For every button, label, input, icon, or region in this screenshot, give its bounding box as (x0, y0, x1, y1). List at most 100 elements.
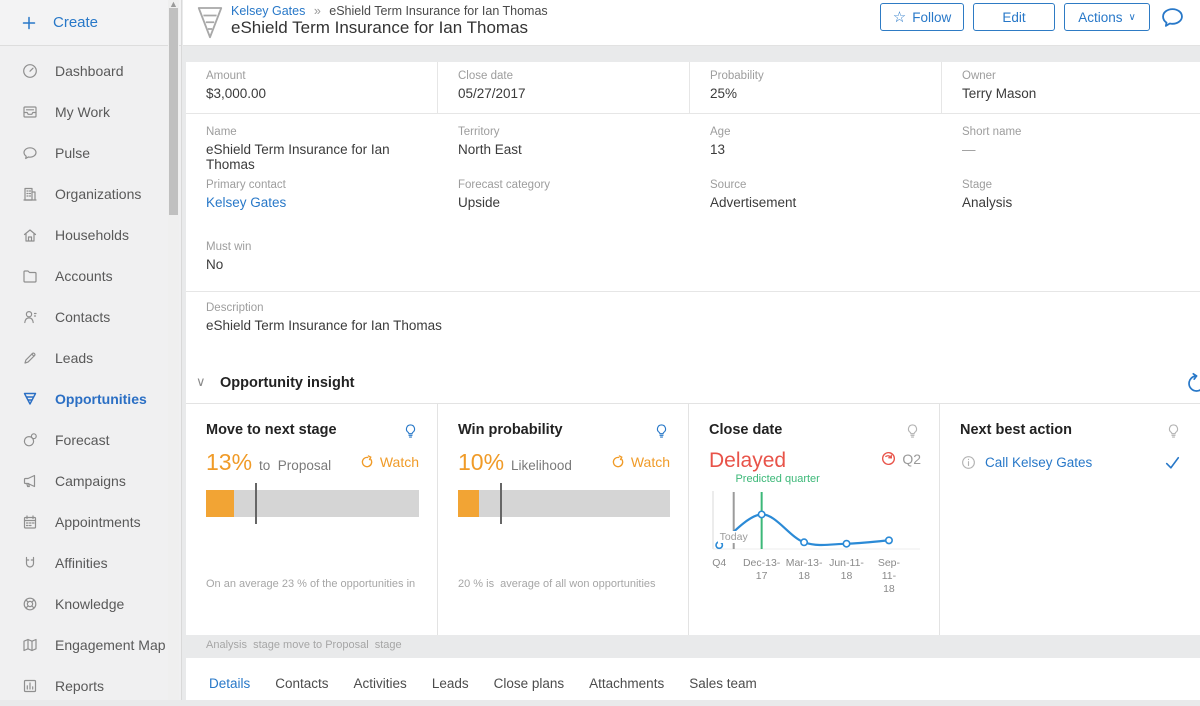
scroll-up-icon[interactable]: ▲ (169, 0, 178, 9)
tab-contacts[interactable]: Contacts (275, 675, 329, 691)
watch-button[interactable]: Watch (610, 454, 670, 470)
map-icon (20, 636, 40, 654)
sidebar-item-label: Accounts (55, 267, 113, 284)
follow-button[interactable]: ☆ Follow (880, 3, 964, 31)
sidebar-item-label: Pulse (55, 144, 91, 161)
today-label: Today (717, 531, 750, 543)
close-date-chart-area: Predicted quarter Today Q4 Dec-13- 17 Mar-… (709, 473, 921, 595)
field-label: Probability (710, 70, 764, 82)
field-value: eShield Term Insurance for Ian Thomas (206, 318, 442, 333)
scrollbar-thumb[interactable] (169, 8, 178, 215)
stage-note: On an average 23 % of the opportunities … (206, 577, 416, 651)
card-close-date: Close date Delayed Q2 Predicted quarter … (689, 404, 940, 635)
sidebar-item-label: Engagement Map (55, 636, 166, 653)
sidebar-scrollbar[interactable]: ▲ (168, 0, 179, 700)
chart-tick: Q4 (712, 557, 727, 569)
collapse-chevron-icon[interactable]: ∨ (196, 374, 206, 389)
field-label: Age (710, 126, 731, 138)
sidebar-item-opportunities[interactable]: Opportunities (0, 378, 181, 419)
speech-bubble-icon[interactable] (1159, 4, 1186, 31)
win-progress (458, 483, 670, 524)
sidebar-item-affinities[interactable]: Affinities (0, 542, 181, 583)
check-icon[interactable] (1163, 453, 1182, 472)
field-name: Name eShield Term Insurance for Ian Thom… (186, 118, 438, 172)
sidebar-item-appointments[interactable]: Appointments (0, 501, 181, 542)
watch-button[interactable]: Watch (359, 454, 419, 470)
stage-percentage: 13% (206, 449, 253, 475)
sidebar-item-knowledge[interactable]: Knowledge (0, 583, 181, 624)
sidebar-item-label: Affinities (55, 554, 108, 571)
lightbulb-icon[interactable] (653, 422, 670, 440)
sidebar-item-label: Appointments (55, 513, 141, 530)
sidebar-item-label: Organizations (55, 185, 142, 202)
sidebar-nav: Dashboard My Work Pulse Organizations Ho… (0, 46, 181, 706)
sidebar-item-leads[interactable]: Leads (0, 337, 181, 378)
sidebar-item-organizations[interactable]: Organizations (0, 173, 181, 214)
sidebar-item-households[interactable]: Households (0, 214, 181, 255)
tab-activities[interactable]: Activities (353, 675, 407, 691)
sidebar-item-label: Campaigns (55, 472, 126, 489)
tab-details[interactable]: Details (209, 675, 251, 691)
tab-leads[interactable]: Leads (431, 675, 469, 691)
info-icon[interactable] (960, 454, 977, 471)
breadcrumb-parent-link[interactable]: Kelsey Gates (231, 4, 306, 18)
sidebar-item-dashboard[interactable]: Dashboard (0, 50, 181, 91)
field-close-date: Close date 05/27/2017 (438, 62, 690, 113)
lightbulb-icon[interactable] (904, 422, 921, 440)
sidebar-item-reports[interactable]: Reports (0, 665, 181, 706)
tab-sales-team[interactable]: Sales team (689, 675, 757, 691)
chart-tick: Jun-11- 18 (829, 557, 864, 583)
bar-chart-icon (20, 677, 40, 695)
actions-button[interactable]: Actions ∨ (1064, 3, 1150, 31)
progress-fill (206, 490, 234, 517)
primary-contact-link[interactable]: Kelsey Gates (206, 195, 287, 210)
inbox-icon (20, 103, 40, 121)
tab-attachments[interactable]: Attachments (589, 675, 665, 691)
next-action-link[interactable]: Call Kelsey Gates (985, 455, 1093, 470)
section-title: Opportunity insight (220, 375, 355, 391)
sidebar-item-forecast[interactable]: Forecast (0, 419, 181, 460)
field-label: Close date (458, 70, 513, 82)
delayed-arrow-icon (880, 450, 897, 467)
sidebar-item-my-work[interactable]: My Work (0, 91, 181, 132)
close-date-chart (712, 491, 920, 550)
field-value: 05/27/2017 (458, 86, 526, 101)
sidebar-item-campaigns[interactable]: Campaigns (0, 460, 181, 501)
megaphone-icon (20, 472, 40, 490)
field-value: — (962, 142, 976, 157)
field-value: Terry Mason (962, 86, 1037, 101)
refresh-icon[interactable] (1185, 372, 1200, 395)
field-label: Name (206, 126, 237, 138)
field-label: Source (710, 179, 747, 191)
create-button[interactable]: Create (0, 0, 181, 46)
stage-target: to Proposal (259, 458, 332, 473)
sidebar-item-contacts[interactable]: Contacts (0, 296, 181, 337)
calendar-icon (20, 513, 40, 531)
sidebar-item-accounts[interactable]: Accounts (0, 255, 181, 296)
sidebar-item-engagement-map[interactable]: Engagement Map (0, 624, 181, 665)
win-percentage: 10% (458, 449, 505, 475)
field-must-win: Must win No (186, 233, 438, 291)
tab-close-plans[interactable]: Close plans (493, 675, 565, 691)
breadcrumb-separator: » (313, 4, 321, 18)
card-title: Win probability (458, 422, 563, 438)
field-value: No (206, 257, 224, 272)
sidebar-item-label: Dashboard (55, 62, 124, 79)
edit-button[interactable]: Edit (973, 3, 1055, 31)
lightbulb-icon[interactable] (402, 422, 419, 440)
sidebar-item-pulse[interactable]: Pulse (0, 132, 181, 173)
chevron-down-icon: ∨ (1128, 12, 1136, 23)
card-title: Next best action (960, 422, 1072, 438)
chat-bubble-icon (20, 144, 40, 162)
lightbulb-icon[interactable] (1165, 422, 1182, 440)
sidebar-item-label: Leads (55, 349, 94, 366)
field-value: 13 (710, 142, 726, 157)
breadcrumb-current: eShield Term Insurance for Ian Thomas (329, 4, 548, 18)
field-amount: Amount $3,000.00 (186, 62, 438, 113)
field-label: Territory (458, 126, 500, 138)
card-win-probability: Win probability 10% Likelihood Watch 20 … (438, 404, 689, 635)
field-label: Forecast category (458, 179, 551, 191)
magnet-icon (20, 554, 40, 572)
sidebar-item-label: Households (55, 226, 129, 243)
field-label: Must win (206, 241, 252, 253)
